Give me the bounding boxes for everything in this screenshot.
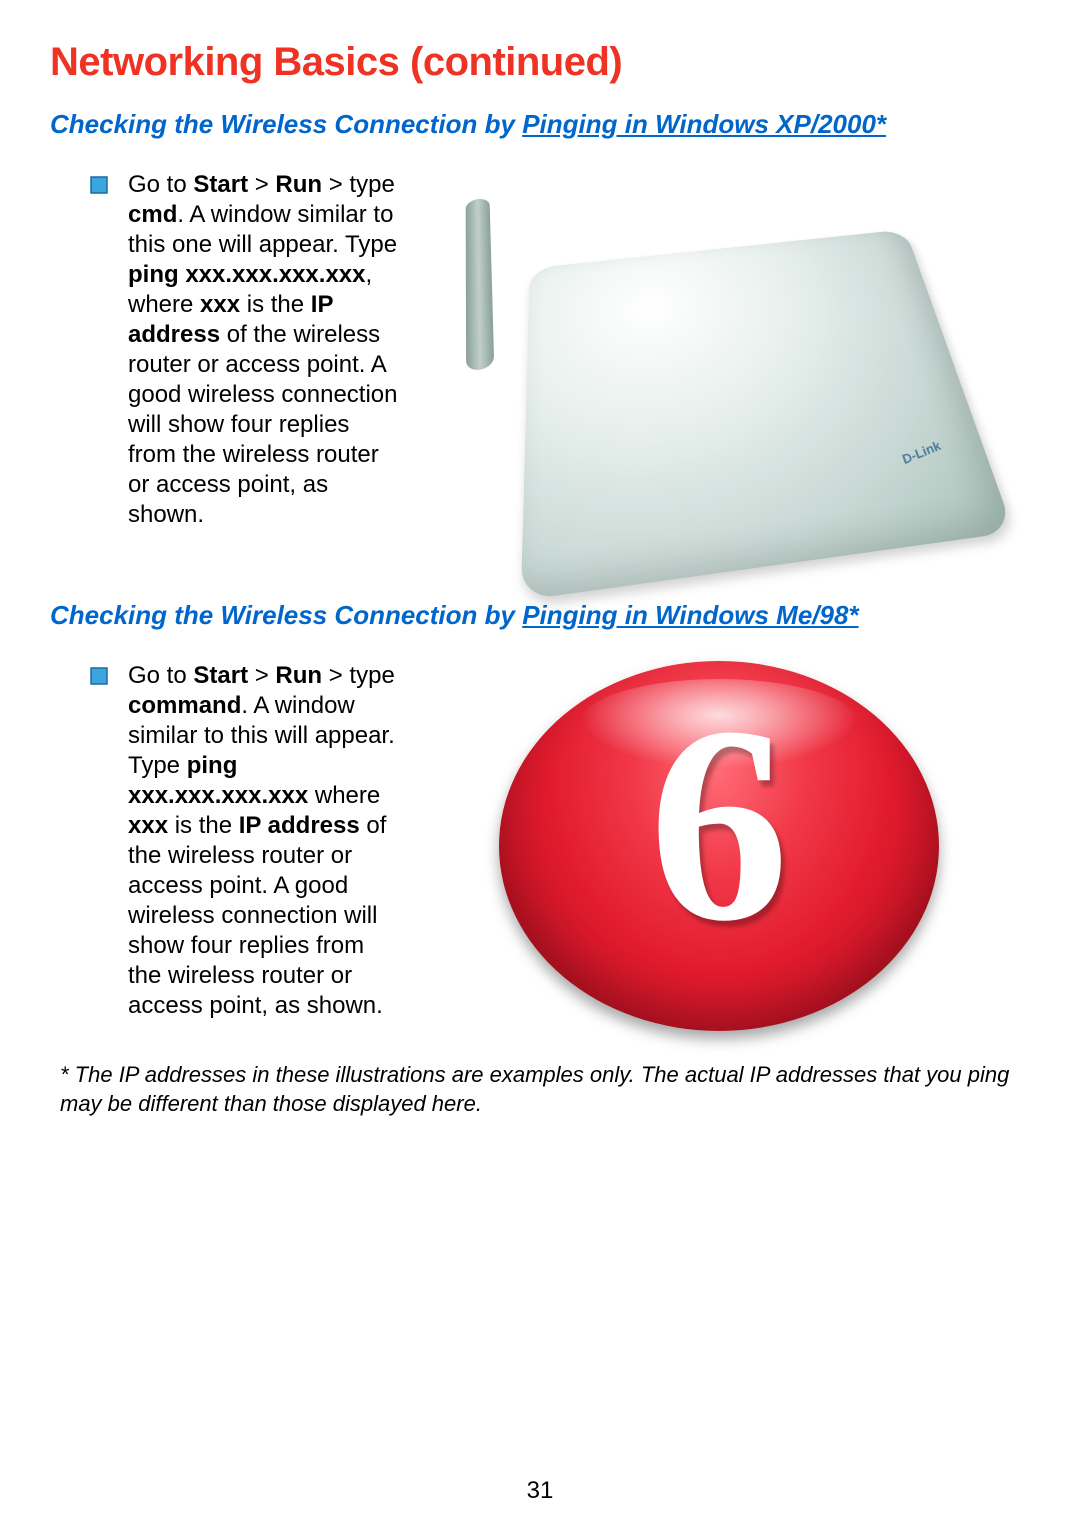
instruction-text-xp2000: Go to Start > Run > type cmd. A window s… [128, 170, 398, 570]
bold: Start [193, 171, 248, 198]
square-bullet-icon [90, 667, 108, 685]
txt: Go to [128, 171, 193, 198]
heading-underline: Pinging in Windows XP/2000* [522, 109, 886, 139]
bold: xxx [200, 291, 240, 318]
router-image: D-Link [418, 170, 1030, 570]
section1-row: Go to Start > Run > type cmd. A window s… [50, 170, 1030, 570]
footnote: * The IP addresses in these illustration… [50, 1061, 1030, 1118]
router-brand-label: D-Link [898, 438, 943, 466]
txt: of the wireless router or access point. … [128, 812, 386, 1019]
section2-row: Go to Start > Run > type command. A wind… [50, 661, 1030, 1031]
disc-number: 6 [649, 684, 789, 964]
router-device-illustration: D-Link [521, 229, 1014, 600]
red-disc-illustration: 6 [499, 661, 959, 1031]
page-title: Networking Basics (continued) [50, 40, 1030, 85]
bold: Run [275, 171, 322, 198]
section-heading-xp2000: Checking the Wireless Connection by Ping… [50, 109, 1030, 140]
heading-prefix: Checking the Wireless Connection by [50, 600, 522, 630]
page-number: 31 [527, 1477, 554, 1505]
txt: is the [168, 812, 239, 839]
instruction-text-me98: Go to Start > Run > type command. A wind… [128, 661, 398, 1031]
heading-prefix: Checking the Wireless Connection by [50, 109, 522, 139]
txt: Go to [128, 662, 193, 689]
disc-image: 6 [418, 661, 1030, 1031]
txt: of the wireless router or access point. … [128, 321, 398, 528]
bold: command [128, 692, 241, 719]
section-heading-me98: Checking the Wireless Connection by Ping… [50, 600, 1030, 631]
txt: > [248, 662, 275, 689]
bold: xxx [128, 812, 168, 839]
txt: where [308, 782, 380, 809]
red-disc: 6 [499, 661, 939, 1031]
bold: ping xxx.xxx.xxx.xxx [128, 261, 366, 288]
heading-underline: Pinging in Windows Me/98* [522, 600, 858, 630]
bold: cmd [128, 201, 177, 228]
txt: > type [322, 171, 395, 198]
bold: IP address [239, 812, 360, 839]
txt: is the [240, 291, 311, 318]
txt: > type [322, 662, 395, 689]
txt: > [248, 171, 275, 198]
square-bullet-icon [90, 176, 108, 194]
router-antenna [466, 197, 495, 372]
bold: Run [275, 662, 322, 689]
bold: Start [193, 662, 248, 689]
